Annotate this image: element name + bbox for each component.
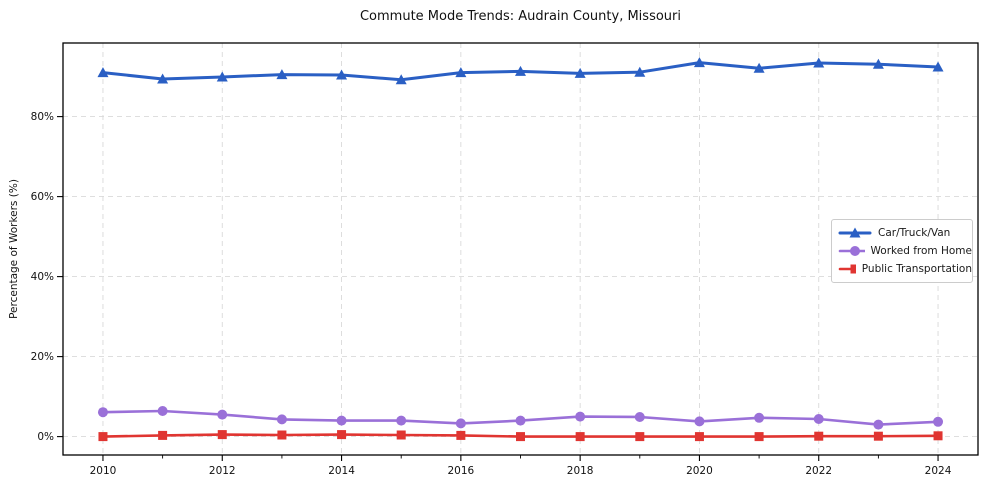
data-point-triangle (97, 67, 109, 78)
series-worked-from-home (97, 406, 944, 430)
data-point-square (754, 432, 764, 442)
x-tick-label: 2018 (567, 465, 594, 477)
data-point-square (575, 432, 585, 442)
legend-item-car-truck-van: Car/Truck/Van (838, 224, 972, 242)
data-point-circle (276, 414, 287, 425)
legend-label: Public Transportation (861, 263, 972, 275)
data-point-circle (157, 406, 168, 416)
data-point-square (98, 432, 108, 442)
data-point-triangle (336, 69, 348, 80)
data-point-square (456, 430, 466, 440)
x-tick-label: 2010 (90, 465, 117, 477)
data-point-circle (754, 412, 765, 423)
data-point-circle (575, 411, 586, 422)
data-point-triangle (753, 62, 765, 73)
data-point-circle (694, 416, 705, 427)
legend-swatch-square-icon (838, 264, 856, 274)
data-point-circle (515, 415, 526, 426)
data-point-square (814, 431, 824, 441)
data-point-triangle (693, 57, 705, 68)
x-tick-label: 2014 (328, 465, 355, 477)
data-point-triangle (872, 58, 884, 69)
data-point-circle (813, 414, 824, 424)
y-tick-label: 40% (31, 271, 54, 283)
data-point-triangle (849, 227, 861, 238)
legend-swatch-triangle-icon (838, 227, 872, 238)
data-point-triangle (276, 69, 288, 80)
x-tick-label: 2022 (805, 465, 832, 477)
legend-item-worked-from-home: Worked from Home (838, 242, 972, 260)
data-point-triangle (634, 66, 646, 77)
data-point-circle (396, 415, 407, 426)
chart-title: Commute Mode Trends: Audrain County, Mis… (359, 9, 681, 24)
y-tick-label: 20% (31, 351, 54, 363)
data-point-square (158, 430, 168, 440)
data-point-square (516, 432, 525, 442)
data-point-triangle (813, 57, 825, 68)
legend-label: Worked from Home (870, 245, 972, 257)
legend-swatch-circle-icon (838, 246, 865, 256)
data-point-circle (455, 418, 466, 429)
y-tick-label: 0% (37, 431, 54, 443)
data-point-square (277, 430, 287, 440)
x-tick-label: 2012 (209, 465, 236, 477)
data-point-triangle (395, 74, 407, 85)
data-point-square (217, 430, 227, 440)
data-point-triangle (157, 73, 169, 84)
data-point-triangle (932, 61, 944, 72)
data-point-square (396, 430, 406, 440)
data-point-square (933, 431, 943, 441)
data-point-circle (336, 415, 347, 426)
x-tick-label: 2020 (686, 465, 713, 477)
data-point-circle (97, 407, 108, 418)
data-point-square (694, 432, 704, 442)
data-point-square (873, 431, 883, 441)
data-point-circle (634, 412, 645, 422)
data-point-triangle (515, 65, 526, 76)
data-point-triangle (574, 67, 586, 78)
data-point-circle (873, 419, 884, 430)
y-tick-label: 80% (31, 111, 54, 123)
data-point-square (850, 264, 856, 274)
data-point-circle (933, 416, 944, 427)
data-point-square (635, 432, 645, 442)
data-point-triangle (216, 71, 228, 82)
legend: Car/Truck/Van Worked from Home Public Tr… (831, 219, 973, 283)
series-car-truck-van (97, 57, 944, 85)
data-point-triangle (455, 67, 467, 78)
x-tick-label: 2024 (925, 465, 952, 477)
y-tick-label: 60% (31, 191, 54, 203)
series-public-transportation (98, 430, 943, 442)
data-point-square (337, 430, 347, 440)
legend-item-public-transportation: Public Transportation (838, 260, 972, 278)
data-point-circle (850, 246, 860, 256)
legend-label: Car/Truck/Van (878, 227, 951, 239)
x-tick-label: 2016 (447, 465, 474, 477)
data-point-circle (217, 409, 228, 420)
